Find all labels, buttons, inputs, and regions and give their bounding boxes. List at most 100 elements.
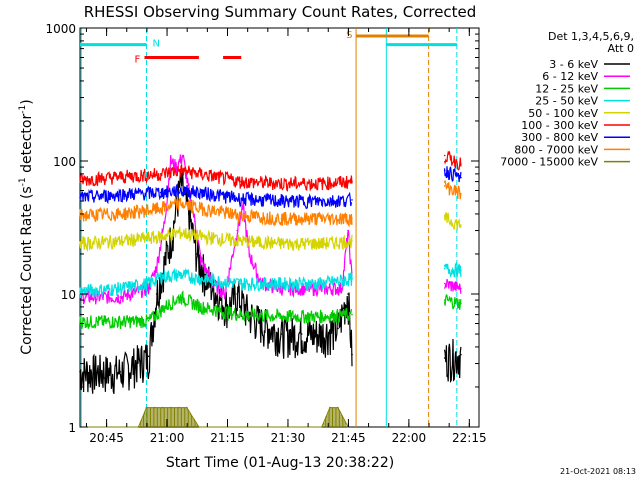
series-3-point-8 — [321, 282, 323, 285]
series-1-point-5 — [169, 160, 172, 162]
series-5-point-1 — [119, 176, 122, 178]
series-0-point-22 — [443, 357, 446, 359]
series-3-point-0 — [79, 290, 81, 293]
series-7-point-8 — [351, 217, 353, 220]
series-line-6 — [79, 166, 462, 209]
series-1-point-24 — [460, 287, 462, 290]
series-3-point-11 — [460, 269, 462, 272]
marker-label-0: N — [153, 39, 160, 50]
series-7 — [79, 180, 462, 228]
series-1-point-10 — [200, 259, 202, 261]
series-2-point-2 — [147, 319, 150, 322]
series-4-point-2 — [159, 235, 162, 238]
series-2-point-9 — [321, 315, 323, 318]
y-tick-label-1: 10 — [61, 288, 76, 302]
series-7-point-2 — [159, 207, 162, 210]
legend-header-2: Att 0 — [608, 42, 634, 55]
series-5-point-3 — [180, 169, 182, 172]
series-1-point-14 — [242, 206, 244, 208]
series-7-point-5 — [240, 214, 242, 217]
series-7-point-4 — [200, 207, 202, 210]
series-3-point-10 — [443, 267, 446, 270]
legend-label-7: 800 - 7000 keV — [514, 143, 598, 156]
series-0-point-23 — [460, 353, 462, 356]
series-0-point-20 — [347, 293, 349, 295]
footer-timestamp: 21-Oct-2021 08:13 — [560, 467, 636, 476]
series-0-point-6 — [180, 180, 182, 183]
legend-label-6: 300 - 800 keV — [521, 131, 598, 144]
x-tick-label-0: 20:45 — [89, 431, 124, 445]
series-5-point-4 — [200, 173, 202, 175]
series-1-point-20 — [341, 287, 343, 290]
series-2-point-4 — [163, 306, 166, 308]
series-8-point-8 — [198, 426, 200, 428]
series-5-point-5 — [240, 180, 242, 183]
series-3 — [79, 261, 462, 298]
series-1-point-6 — [175, 166, 178, 168]
series-2-point-6 — [200, 306, 202, 308]
series-0 — [79, 169, 462, 394]
series-6-point-1 — [119, 193, 122, 196]
series-2-point-1 — [119, 320, 122, 323]
series-4-point-5 — [240, 240, 242, 242]
legend-label-0: 3 - 6 keV — [549, 58, 598, 71]
series-6-point-8 — [351, 199, 353, 201]
series-0-point-4 — [163, 262, 166, 265]
series-0-point-8 — [196, 253, 198, 255]
chart-title: RHESSI Observing Summary Count Rates, Co… — [84, 3, 477, 21]
series-0-point-1 — [119, 371, 122, 373]
series-line-8 — [80, 407, 349, 428]
series-6-point-5 — [240, 198, 242, 200]
series-5-point-9 — [443, 154, 446, 157]
legend-label-5: 100 - 300 keV — [521, 119, 598, 132]
series-8-point-10 — [329, 406, 331, 409]
series-4-point-10 — [460, 224, 462, 226]
y-tick-label-0: 1 — [68, 421, 76, 435]
series-5 — [79, 150, 462, 192]
series-2-point-0 — [79, 320, 81, 323]
series-5-point-0 — [79, 179, 81, 181]
legend-label-8: 7000 - 15000 keV — [500, 156, 598, 169]
series-7-point-9 — [443, 185, 446, 187]
series-4-point-0 — [79, 242, 81, 245]
series-5-point-2 — [159, 173, 162, 175]
series-6-point-10 — [460, 176, 462, 179]
x-tick-label-3: 21:30 — [271, 431, 306, 445]
marker-label-3: S — [346, 30, 352, 41]
series-0-point-3 — [155, 293, 158, 295]
series-2-point-3 — [155, 313, 158, 316]
series-4-point-8 — [351, 240, 353, 242]
series-6-point-6 — [280, 200, 283, 202]
series-7-point-0 — [79, 214, 81, 217]
y-axis-label: Corrected Count Rate (s-1 detector-1) — [18, 99, 35, 354]
x-tick-label-4: 21:45 — [331, 431, 366, 445]
y-tick-label-2: 100 — [53, 155, 76, 169]
series-0-point-19 — [337, 327, 339, 330]
series-3-point-6 — [240, 282, 242, 285]
legend-label-2: 12 - 25 keV — [535, 82, 598, 95]
series-1-point-9 — [194, 220, 196, 223]
series-3-point-5 — [200, 278, 202, 280]
axis-ticks: 20:45 21:00 21:15 21:30 21:45 22:00 22:15 1 10 10… — [45, 22, 486, 445]
marker-label-1: F — [134, 55, 140, 66]
series-5-point-6 — [280, 182, 283, 185]
x-axis-label: Start Time (01-Aug-13 20:38:22) — [166, 455, 394, 471]
series-3-point-1 — [119, 287, 122, 290]
series-3-point-9 — [351, 278, 353, 280]
series-6-point-9 — [443, 169, 446, 172]
series-6-point-4 — [200, 191, 202, 194]
series-2 — [79, 290, 462, 329]
series-4-point-6 — [280, 242, 283, 245]
series-line-7 — [79, 180, 462, 228]
series-6 — [79, 166, 462, 209]
legend-label-3: 25 - 50 keV — [535, 95, 598, 108]
series-6-point-2 — [159, 191, 162, 194]
series-1-point-7 — [182, 154, 184, 157]
series-2-point-12 — [460, 302, 462, 305]
series-1-point-13 — [236, 229, 238, 232]
series-1-point-18 — [300, 287, 303, 290]
series-0-point-0 — [79, 371, 81, 373]
series-7-point-3 — [180, 202, 182, 205]
